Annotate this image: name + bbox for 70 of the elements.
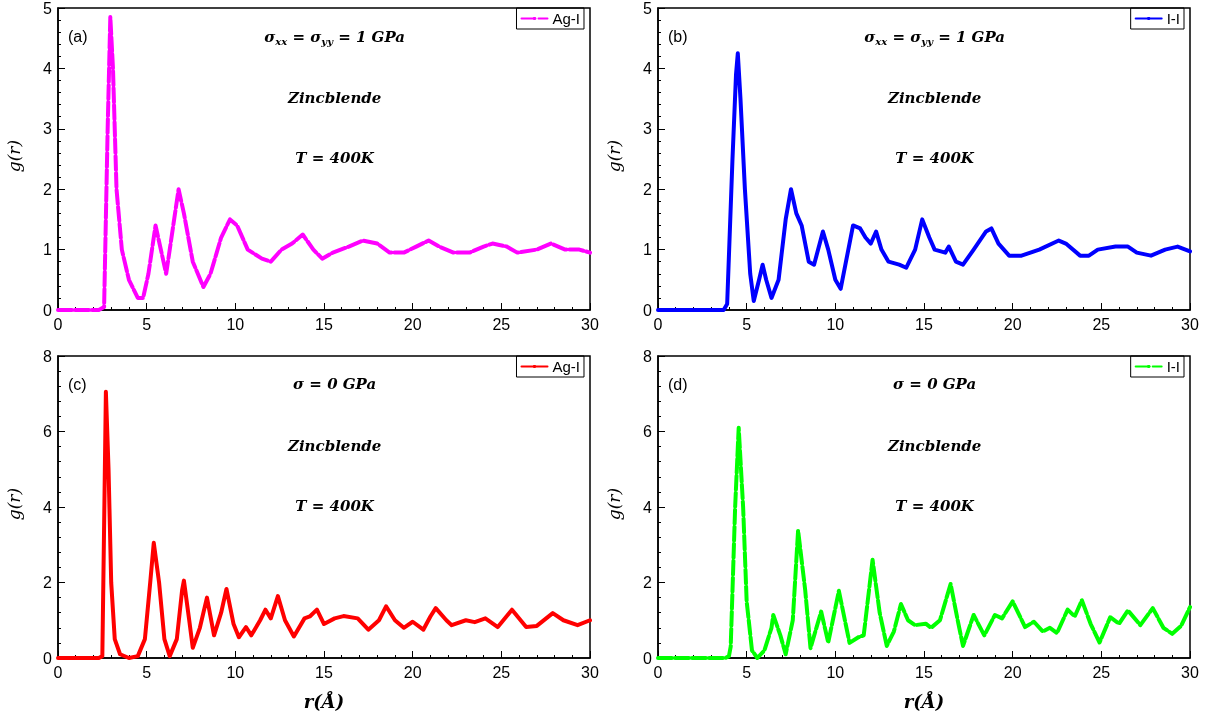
y-tick-label: 4 [43,498,53,516]
y-tick-label: 1 [43,241,53,259]
legend-label: I-I [1166,10,1181,27]
y-tick-label: 4 [643,59,653,77]
legend-label: I-I [1166,358,1181,375]
y-tick-label: 5 [643,0,653,17]
x-axis-title: r(Å) [903,689,945,712]
y-tick-label: 3 [43,120,53,138]
y-tick-label: 0 [43,649,53,667]
x-tick-label: 15 [915,315,933,333]
x-tick-label: 15 [915,663,933,681]
x-tick-label: 25 [492,663,511,681]
annotation: T = 400K [895,496,975,515]
x-axis-title: r(Å) [303,689,345,712]
x-tick-label: 5 [142,315,152,333]
x-tick-label: 20 [1003,663,1022,681]
y-tick-label: 1 [643,241,653,259]
x-tick-label: 25 [492,315,511,333]
x-tick-label: 5 [142,663,152,681]
x-tick-label: 10 [226,315,245,333]
x-tick-label: 10 [226,663,245,681]
annotation: T = 400K [295,496,375,515]
annotation: Zincblende [886,88,982,107]
annotation: σ = 0 GPa [293,374,377,393]
x-tick-label: 20 [403,663,422,681]
x-tick-label: 10 [826,315,845,333]
x-tick-label: 5 [742,663,752,681]
y-tick-label: 0 [643,649,653,667]
y-axis-title: g(r) [604,487,624,521]
x-tick-label: 5 [742,315,752,333]
annotation: Zincblende [286,88,382,107]
x-tick-label: 10 [826,663,845,681]
x-tick-label: 20 [403,315,422,333]
annotation: σ = 0 GPa [893,374,977,393]
x-tick-label: 30 [1181,663,1199,681]
x-tick-label: 15 [315,315,333,333]
x-tick-label: 25 [1092,663,1111,681]
y-tick-label: 6 [43,423,53,440]
y-tick-label: 2 [43,180,53,198]
x-tick-label: 30 [581,315,599,333]
y-tick-label: 0 [643,301,653,319]
y-axis-title: g(r) [4,139,24,173]
annotation: (b) [668,27,688,45]
y-tick-label: 8 [643,347,653,365]
x-tick-label: 20 [1003,315,1022,333]
annotation: T = 400K [895,148,975,167]
x-tick-label: 15 [315,663,333,681]
x-tick-label: 30 [1181,315,1199,333]
y-tick-label: 2 [643,574,653,591]
y-tick-label: 5 [43,0,53,17]
y-tick-label: 4 [43,59,53,77]
x-tick-label: 30 [581,663,599,681]
y-tick-label: 0 [43,301,53,319]
y-tick-label: 6 [643,423,653,440]
y-tick-label: 8 [43,347,53,365]
y-axis-title: g(r) [4,487,24,521]
annotation: Zincblende [886,436,982,455]
y-tick-label: 4 [643,498,653,516]
y-tick-label: 2 [643,180,653,198]
y-tick-label: 2 [43,574,53,591]
x-tick-label: 25 [1092,315,1111,333]
y-axis-title: g(r) [604,139,624,173]
y-tick-label: 3 [643,120,653,138]
annotation: (d) [668,375,688,393]
annotation: (a) [68,27,88,45]
annotation: Zincblende [286,436,382,455]
annotation: (c) [68,375,87,393]
legend-label: Ag-I [552,358,581,375]
legend-label: Ag-I [552,10,581,27]
annotation: T = 400K [295,148,375,167]
